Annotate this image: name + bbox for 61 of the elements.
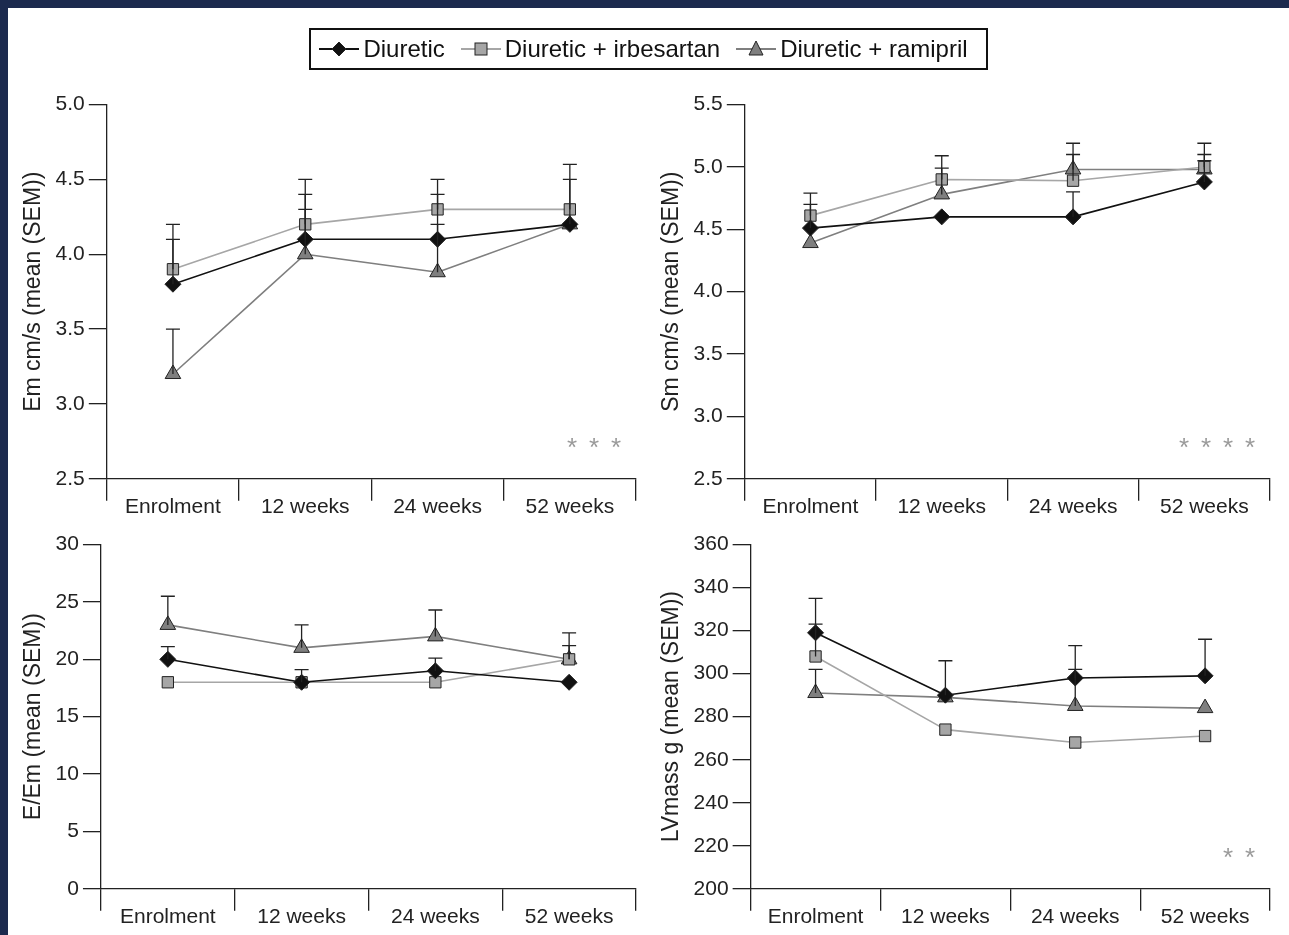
annotation: * (610, 431, 622, 462)
annotation: * (1244, 431, 1256, 462)
y-tick-label: 4.5 (693, 216, 723, 240)
y-tick-label: 20 (55, 646, 79, 670)
y-tick-label: 3.5 (55, 315, 85, 339)
y-tick-label: 260 (693, 746, 729, 770)
x-tick-label: 24 weeks (1028, 494, 1118, 518)
y-tick-label: 220 (693, 832, 729, 856)
x-tick-label: 52 weeks (525, 494, 615, 518)
y-tick-label: 300 (693, 660, 729, 684)
y-axis-title: Em cm/s (mean (SEM)) (19, 171, 46, 412)
legend-label: Diuretic + irbesartan (504, 35, 721, 63)
x-tick-label: 52 weeks (1160, 904, 1250, 928)
x-tick-label: 52 weeks (1159, 494, 1249, 518)
y-axis-title: E/Em (mean (SEM)) (19, 613, 46, 821)
x-tick-label: 24 weeks (1030, 904, 1120, 928)
y-tick-label: 25 (55, 588, 79, 612)
x-tick-label: 12 weeks (257, 904, 346, 928)
y-tick-label: 320 (693, 617, 729, 641)
x-tick-label: 12 weeks (897, 494, 987, 518)
y-tick-label: 0 (67, 875, 79, 899)
annotation: * (566, 431, 578, 462)
annotation: * (1222, 431, 1234, 462)
y-tick-label: 3.0 (693, 403, 723, 427)
annotation: * (1178, 431, 1190, 462)
y-tick-label: 3.0 (55, 390, 85, 414)
y-tick-label: 3.5 (693, 340, 723, 364)
y-tick-label: 5.0 (55, 91, 85, 115)
x-tick-label: 12 weeks (901, 904, 990, 928)
y-tick-label: 4.0 (55, 241, 85, 265)
y-tick-label: 10 (55, 760, 79, 784)
y-tick-label: 5.5 (693, 91, 723, 115)
y-tick-label: 30 (55, 531, 79, 555)
x-tick-label: 12 weeks (260, 494, 350, 518)
x-tick-label: Enrolment (119, 904, 216, 928)
y-tick-label: 360 (693, 531, 729, 555)
y-tick-label: 2.5 (55, 465, 85, 489)
x-tick-label: 24 weeks (393, 494, 482, 518)
y-tick-label: 5.0 (693, 153, 723, 177)
annotation: * (1200, 431, 1212, 462)
x-tick-label: 52 weeks (524, 904, 614, 928)
y-tick-label: 4.0 (693, 278, 723, 302)
x-tick-label: Enrolment (762, 494, 859, 518)
y-tick-label: 15 (55, 703, 79, 727)
y-tick-label: 280 (693, 703, 729, 727)
annotation: * (588, 431, 600, 462)
legend-label: Diuretic (363, 35, 445, 63)
legend-label: Diuretic + ramipril (780, 35, 968, 63)
y-tick-label: 4.5 (55, 166, 85, 190)
annotation: * (1244, 841, 1256, 872)
y-tick-label: 2.5 (693, 465, 723, 489)
x-tick-label: Enrolment (767, 904, 864, 928)
annotation: * (1222, 841, 1234, 872)
y-axis-title: LVmass g (mean (SEM)) (657, 591, 684, 843)
y-tick-label: 340 (693, 574, 729, 598)
x-tick-label: 24 weeks (391, 904, 480, 928)
y-tick-label: 5 (67, 818, 79, 842)
y-tick-label: 200 (693, 875, 729, 899)
y-axis-title: Sm cm/s (mean (SEM)) (657, 171, 684, 412)
y-tick-label: 240 (693, 789, 729, 813)
x-tick-label: Enrolment (125, 494, 221, 518)
